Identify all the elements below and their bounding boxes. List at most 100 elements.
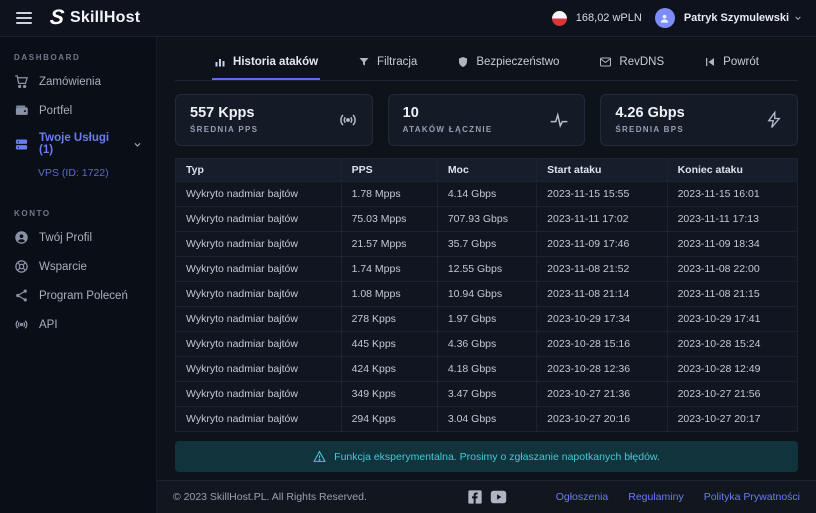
table-cell: 10.94 Gbps — [436, 281, 537, 306]
sidebar-item-referral[interactable]: Program Poleceń — [0, 281, 156, 310]
table-cell: 1.78 Mpps — [340, 181, 437, 206]
facebook-icon[interactable] — [467, 489, 483, 505]
table-cell: 2023-11-08 21:52 — [536, 256, 667, 281]
table-cell: 2023-10-28 12:49 — [666, 356, 797, 381]
table-cell: 12.55 Gbps — [436, 256, 537, 281]
table-cell: 1.74 Mpps — [340, 256, 437, 281]
user-name: Patryk Szymulewski — [683, 12, 789, 24]
server-icon — [14, 137, 29, 152]
youtube-icon[interactable] — [490, 490, 507, 504]
experimental-notice: Funkcja eksperymentalna. Prosimy o zgłas… — [175, 441, 798, 472]
stat-label: ŚREDNIA BPS — [615, 125, 685, 134]
table-header: Start ataku — [536, 159, 667, 181]
table-cell: Wykryto nadmiar bajtów — [176, 256, 341, 281]
stat-value: 4.26 Gbps — [615, 105, 685, 121]
footer-link-announcements[interactable]: Ogłoszenia — [555, 491, 609, 503]
sidebar-item-vps[interactable]: VPS (ID: 1722) — [38, 167, 109, 179]
table-header: Moc — [436, 159, 537, 181]
table-cell: 2023-11-15 15:55 — [536, 181, 667, 206]
brand[interactable]: S SkillHost — [48, 6, 141, 30]
top-bar: S SkillHost 168,02 wPLN Patryk Szymulews… — [0, 0, 816, 37]
funnel-icon — [358, 56, 370, 68]
shield-icon — [457, 56, 469, 68]
table-cell: Wykryto nadmiar bajtów — [176, 181, 341, 206]
lifebuoy-icon — [14, 259, 29, 274]
tab-back[interactable]: Powrót — [702, 47, 761, 80]
table-cell: 75.03 Mpps — [340, 206, 437, 231]
hamburger-menu-icon[interactable] — [12, 8, 36, 28]
sidebar-item-api[interactable]: API — [0, 310, 156, 339]
table-cell: 1.08 Mpps — [340, 281, 437, 306]
table-cell: 4.14 Gbps — [436, 181, 537, 206]
poland-flag-icon — [551, 10, 567, 26]
stat-card-total-attacks: 10 ATAKÓW ŁĄCZNIE — [387, 94, 586, 146]
main-content: Historia ataków Filtracja Bezpieczeństwo — [157, 37, 816, 513]
wallet-icon — [14, 103, 29, 118]
chevron-down-icon — [134, 142, 141, 147]
copyright-text: © 2023 SkillHost.PL. All Rights Reserved… — [173, 491, 367, 503]
wallet-balance[interactable]: 168,02 wPLN — [575, 12, 642, 24]
sidebar-item-wallet[interactable]: Portfel — [0, 96, 156, 125]
table-cell: 278 Kpps — [340, 306, 437, 331]
tab-label: Filtracja — [377, 56, 418, 68]
sidebar-item-orders[interactable]: Zamówienia — [0, 67, 156, 96]
tab-filtering[interactable]: Filtracja — [356, 47, 419, 80]
tab-revdns[interactable]: RevDNS — [597, 47, 666, 80]
sidebar-item-label: API — [39, 318, 58, 331]
tab-label: Historia ataków — [233, 56, 319, 68]
table-cell: Wykryto nadmiar bajtów — [176, 406, 341, 431]
brand-name: SkillHost — [70, 9, 141, 26]
activity-icon — [548, 110, 570, 130]
table-cell: 2023-11-09 17:46 — [536, 231, 667, 256]
table-header: PPS — [340, 159, 437, 181]
sidebar-item-label: Twój Profil — [39, 231, 93, 244]
chevron-down-icon — [795, 16, 801, 21]
table-cell: Wykryto nadmiar bajtów — [176, 306, 341, 331]
stat-label: ŚREDNIA PPS — [190, 125, 259, 134]
warning-triangle-icon — [313, 450, 326, 463]
sidebar-item-label: Twoje Usługi (1) — [39, 132, 110, 156]
stat-card-avg-bps: 4.26 Gbps ŚREDNIA BPS — [600, 94, 799, 146]
table-cell: 3.04 Gbps — [436, 406, 537, 431]
table-cell: 35.7 Gbps — [436, 231, 537, 256]
tab-label: Powrót — [723, 56, 759, 68]
notice-text: Funkcja eksperymentalna. Prosimy o zgłas… — [334, 450, 660, 463]
table-cell: 2023-10-27 21:36 — [536, 381, 667, 406]
user-icon — [661, 14, 669, 23]
share-icon — [14, 288, 29, 303]
sidebar-section-dashboard: DASHBOARD — [14, 53, 81, 62]
footer-link-privacy[interactable]: Polityka Prywatności — [703, 491, 800, 503]
stat-label: ATAKÓW ŁĄCZNIE — [402, 125, 493, 134]
skillhost-logo-icon: S — [48, 6, 65, 29]
table-cell: 2023-10-28 15:24 — [666, 331, 797, 356]
table-cell: 2023-11-08 21:14 — [536, 281, 667, 306]
table-cell: 2023-10-28 15:16 — [536, 331, 667, 356]
user-menu[interactable]: Patryk Szymulewski — [684, 12, 802, 24]
table-cell: Wykryto nadmiar bajtów — [176, 206, 341, 231]
broadcast-icon — [338, 110, 358, 130]
tab-bar: Historia ataków Filtracja Bezpieczeństwo — [175, 47, 798, 81]
sidebar-item-profile[interactable]: Twój Profil — [0, 223, 156, 252]
bolt-icon — [765, 109, 783, 130]
table-cell: 445 Kpps — [340, 331, 437, 356]
sidebar: DASHBOARD Zamówienia Portfel Twoje Usług… — [0, 37, 157, 513]
footer-link-terms[interactable]: Regulaminy — [628, 491, 684, 503]
table-cell: 1.97 Gbps — [436, 306, 537, 331]
table-cell: Wykryto nadmiar bajtów — [176, 281, 341, 306]
table-cell: 294 Kpps — [340, 406, 437, 431]
tab-attack-history[interactable]: Historia ataków — [212, 47, 321, 80]
table-cell: 2023-11-08 21:15 — [666, 281, 797, 306]
sidebar-item-support[interactable]: Wsparcie — [0, 252, 156, 281]
table-cell: 2023-10-28 12:36 — [536, 356, 667, 381]
cart-icon — [14, 74, 29, 89]
profile-icon — [14, 230, 29, 245]
avatar[interactable] — [654, 8, 675, 28]
stat-value: 10 — [402, 105, 419, 121]
table-cell: 2023-10-29 17:41 — [666, 306, 797, 331]
sidebar-item-services[interactable]: Twoje Usługi (1) — [0, 125, 156, 163]
sidebar-item-label: Zamówienia — [39, 75, 101, 88]
table-cell: 2023-11-11 17:13 — [666, 206, 797, 231]
tab-security[interactable]: Bezpieczeństwo — [455, 47, 561, 80]
tab-label: Bezpieczeństwo — [476, 56, 560, 68]
